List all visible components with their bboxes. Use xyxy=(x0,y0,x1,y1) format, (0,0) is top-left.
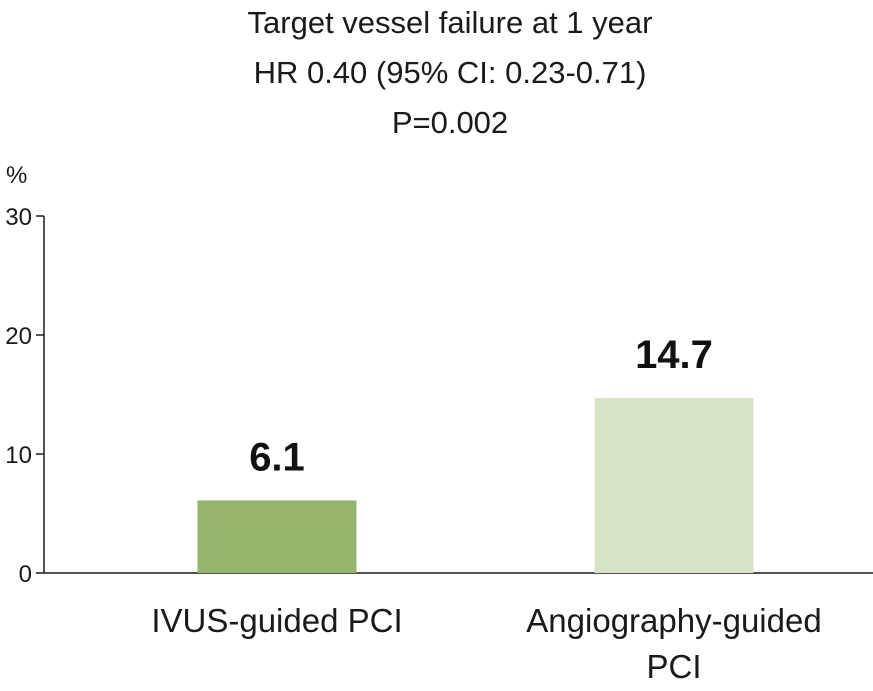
y-tick-label: 20 xyxy=(5,323,32,350)
category-labels: IVUS-guided PCI Angiography-guided PCI xyxy=(151,602,821,685)
chart-title-line-3: P=0.002 xyxy=(392,105,508,140)
chart-title-line-2: HR 0.40 (95% CI: 0.23-0.71) xyxy=(254,55,647,90)
bar-value-label: 6.1 xyxy=(249,435,305,479)
bar xyxy=(197,500,357,573)
category-label: PCI xyxy=(646,648,701,685)
chart-title-line-1: Target vessel failure at 1 year xyxy=(248,5,653,40)
y-tick-label: 10 xyxy=(5,442,32,469)
chart-title: Target vessel failure at 1 year HR 0.40 … xyxy=(248,5,653,140)
category-label: IVUS-guided PCI xyxy=(151,602,402,639)
value-labels: 6.1 14.7 xyxy=(249,333,713,479)
y-axis-unit-label: % xyxy=(6,162,27,189)
y-tick-label: 0 xyxy=(19,561,32,588)
y-tick-label: 30 xyxy=(5,204,32,231)
bars xyxy=(197,398,754,573)
category-label: Angiography-guided xyxy=(526,602,821,639)
y-axis-ticks: 0 10 20 30 xyxy=(5,204,44,588)
bar-value-label: 14.7 xyxy=(635,333,713,377)
bar xyxy=(594,398,754,573)
